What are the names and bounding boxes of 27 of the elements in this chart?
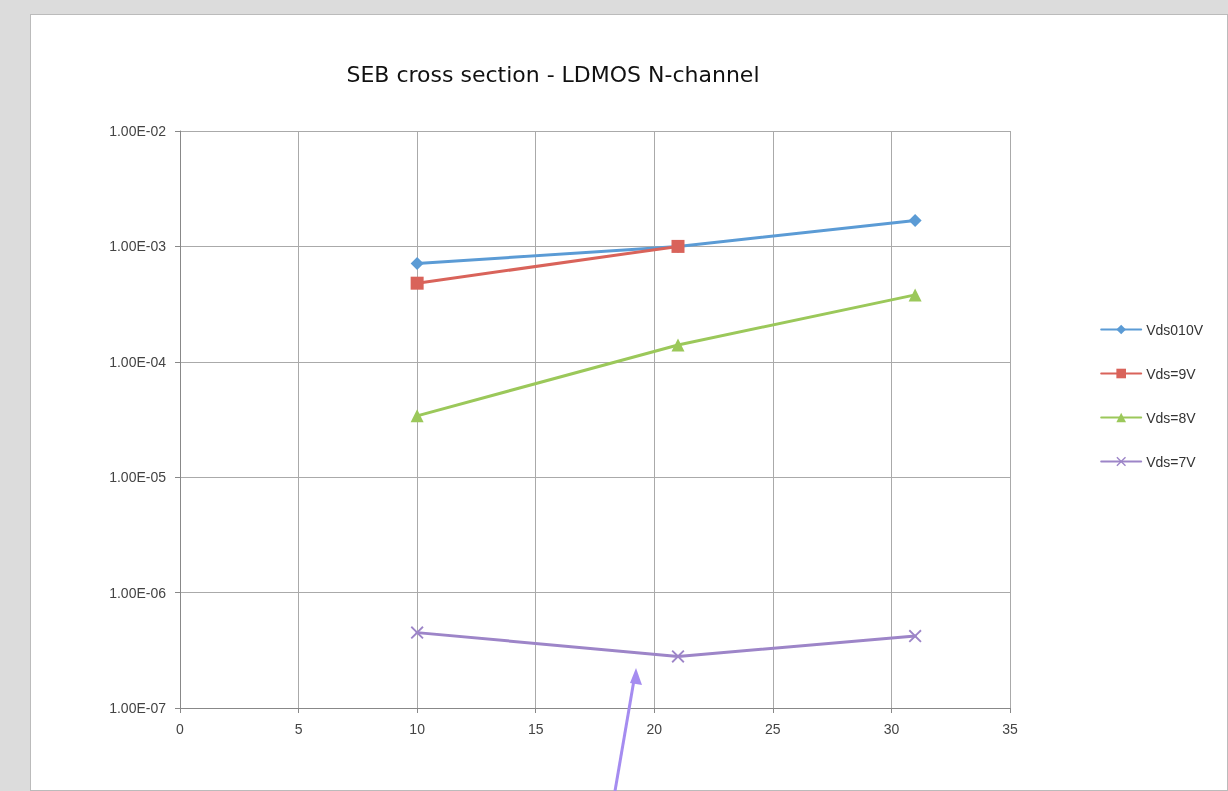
x-tick-label: 15 bbox=[527, 721, 544, 737]
x-tick-label: 35 bbox=[1002, 721, 1018, 737]
point bbox=[671, 338, 685, 352]
x-tick-label: 0 bbox=[176, 721, 185, 737]
legend-label: Vds=9V bbox=[1146, 365, 1197, 382]
x-tick-label: 20 bbox=[646, 721, 663, 737]
chart-title: SEB cross section - LDMOS N-channel bbox=[346, 61, 760, 87]
legend-label: Vds=7V bbox=[1146, 453, 1197, 470]
x-tick-label: 25 bbox=[765, 721, 781, 737]
point bbox=[908, 213, 922, 227]
point bbox=[908, 288, 922, 302]
y-tick-label: 1.00E-04 bbox=[109, 353, 167, 370]
point bbox=[908, 629, 922, 643]
y-tick-label: 1.00E-05 bbox=[109, 469, 167, 486]
legend-label: Vds010V bbox=[1146, 321, 1204, 338]
point bbox=[410, 626, 424, 640]
y-tick-label: 1.00E-02 bbox=[109, 123, 167, 139]
x-tick-label: 10 bbox=[409, 721, 426, 737]
point bbox=[410, 409, 424, 423]
y-tick-label: 1.00E-06 bbox=[109, 584, 167, 601]
y-tick-label: 1.00E-07 bbox=[109, 700, 167, 716]
point bbox=[410, 276, 424, 290]
point bbox=[410, 257, 424, 271]
x-tick-label: 5 bbox=[294, 721, 303, 737]
legend-label: Vds=8V bbox=[1146, 409, 1197, 426]
x-tick-label: 30 bbox=[883, 721, 900, 737]
y-tick-label: 1.00E-03 bbox=[109, 238, 167, 255]
